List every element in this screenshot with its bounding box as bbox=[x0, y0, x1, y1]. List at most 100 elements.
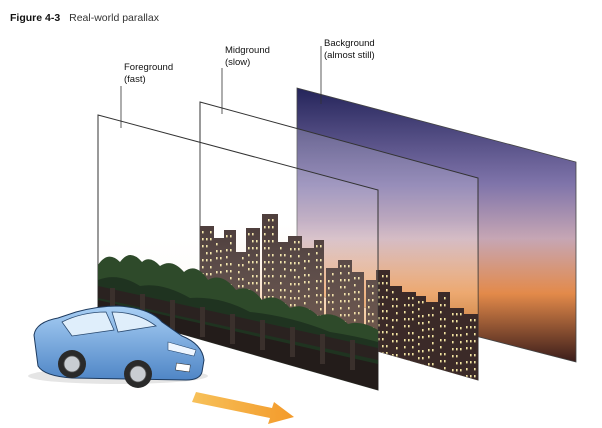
building-window bbox=[474, 368, 476, 371]
building-window bbox=[404, 318, 406, 321]
building-window bbox=[470, 361, 472, 364]
building-window bbox=[392, 368, 394, 371]
building-window bbox=[444, 332, 446, 335]
building-window bbox=[466, 340, 468, 343]
building-window bbox=[422, 357, 424, 360]
building-window bbox=[412, 311, 414, 314]
building-window bbox=[440, 304, 442, 307]
building-window bbox=[440, 346, 442, 349]
building bbox=[438, 292, 450, 380]
building-window bbox=[440, 339, 442, 342]
building-window bbox=[444, 325, 446, 328]
label-background-speed: (almost still) bbox=[324, 50, 375, 61]
building-window bbox=[378, 317, 380, 320]
building-window bbox=[452, 383, 454, 385]
building-window bbox=[412, 367, 414, 370]
building-window bbox=[404, 311, 406, 314]
building-window bbox=[386, 310, 388, 313]
building-window bbox=[474, 319, 476, 322]
building-window bbox=[412, 304, 414, 307]
building-window bbox=[474, 389, 476, 391]
building-window bbox=[470, 326, 472, 329]
building-window bbox=[272, 219, 274, 222]
building-window bbox=[452, 313, 454, 316]
building-window bbox=[408, 339, 410, 342]
building-window bbox=[396, 333, 398, 336]
building-window bbox=[422, 350, 424, 353]
building-window bbox=[452, 376, 454, 379]
building-window bbox=[412, 339, 414, 342]
building-window bbox=[386, 282, 388, 285]
arrow-right-icon bbox=[192, 392, 294, 424]
building-window bbox=[392, 340, 394, 343]
building-window bbox=[456, 334, 458, 337]
building-window bbox=[474, 361, 476, 364]
building-window bbox=[408, 297, 410, 300]
building-window bbox=[432, 314, 434, 317]
building-window bbox=[466, 368, 468, 371]
building-window bbox=[444, 339, 446, 342]
building-window bbox=[396, 368, 398, 371]
building-window bbox=[428, 328, 430, 331]
building-window bbox=[432, 328, 434, 331]
building-window bbox=[460, 327, 462, 330]
label-foreground-speed: (fast) bbox=[124, 74, 146, 85]
building-window bbox=[460, 362, 462, 365]
building-window bbox=[418, 308, 420, 311]
building-window bbox=[456, 320, 458, 323]
building-window bbox=[408, 332, 410, 335]
building-window bbox=[396, 312, 398, 315]
building-window bbox=[432, 335, 434, 338]
building-window bbox=[422, 322, 424, 325]
building-window bbox=[378, 324, 380, 327]
building-window bbox=[412, 346, 414, 349]
building-window bbox=[382, 296, 384, 299]
building-window bbox=[422, 336, 424, 339]
building-window bbox=[466, 326, 468, 329]
building-window bbox=[440, 353, 442, 356]
building-window bbox=[404, 325, 406, 328]
building-window bbox=[428, 356, 430, 359]
building-window bbox=[378, 331, 380, 334]
building-window bbox=[396, 298, 398, 301]
building-window bbox=[428, 349, 430, 352]
building-window bbox=[470, 375, 472, 378]
building-window bbox=[440, 325, 442, 328]
building-window bbox=[428, 363, 430, 366]
building-window bbox=[474, 375, 476, 378]
building-window bbox=[474, 340, 476, 343]
building-window bbox=[392, 361, 394, 364]
building-window bbox=[392, 354, 394, 357]
building-window bbox=[412, 332, 414, 335]
building-window bbox=[422, 329, 424, 332]
building-window bbox=[418, 343, 420, 346]
building-window bbox=[466, 347, 468, 350]
building-window bbox=[382, 310, 384, 313]
building-window bbox=[466, 375, 468, 378]
building-window bbox=[408, 318, 410, 321]
building-window bbox=[378, 296, 380, 299]
building-window bbox=[444, 367, 446, 370]
building-window bbox=[386, 296, 388, 299]
figure-title: Real-world parallax bbox=[69, 12, 159, 24]
building-window bbox=[432, 307, 434, 310]
building-window bbox=[382, 338, 384, 341]
building-window bbox=[268, 219, 270, 222]
building-window bbox=[408, 325, 410, 328]
building bbox=[416, 296, 426, 380]
wooden-fence bbox=[98, 286, 378, 390]
building-window bbox=[428, 314, 430, 317]
label-midground-name: Midground bbox=[225, 45, 270, 56]
building-window bbox=[460, 376, 462, 379]
building-window bbox=[470, 319, 472, 322]
building-window bbox=[412, 297, 414, 300]
building-window bbox=[378, 282, 380, 285]
building-window bbox=[392, 319, 394, 322]
building-window bbox=[440, 381, 442, 383]
building-window bbox=[444, 360, 446, 363]
building-window bbox=[440, 360, 442, 363]
building-window bbox=[474, 333, 476, 336]
building-window bbox=[386, 345, 388, 348]
building-window bbox=[378, 289, 380, 292]
